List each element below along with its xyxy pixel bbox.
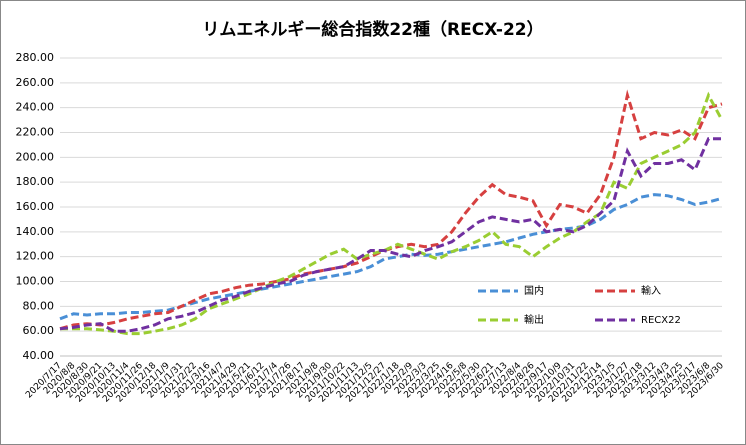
legend-label: RECX22: [641, 315, 681, 326]
y-tick-label: 60.00: [23, 324, 55, 337]
y-tick-label: 80.00: [23, 299, 55, 312]
y-tick-label: 140.00: [16, 225, 55, 238]
legend-label: 輸入: [641, 284, 661, 297]
y-tick-label: 40.00: [23, 349, 55, 362]
series-line: [59, 193, 723, 321]
chart-title: リムエネルギー総合指数22種（RECX-22）: [202, 19, 543, 40]
y-tick-label: 120.00: [16, 250, 55, 263]
y-tick-label: 220.00: [16, 126, 55, 139]
legend-label: 輸出: [524, 313, 544, 326]
series-line: [60, 91, 724, 336]
legend-label: 国内: [524, 284, 544, 297]
y-tick-label: 280.00: [16, 51, 55, 64]
y-tick-label: 180.00: [16, 175, 55, 188]
y-tick-label: 160.00: [16, 200, 55, 213]
y-tick-label: 100.00: [16, 275, 55, 288]
y-tick-label: 260.00: [16, 76, 55, 89]
y-tick-label: 240.00: [16, 101, 55, 114]
series-line: [59, 137, 722, 333]
y-tick-label: 200.00: [16, 150, 55, 163]
